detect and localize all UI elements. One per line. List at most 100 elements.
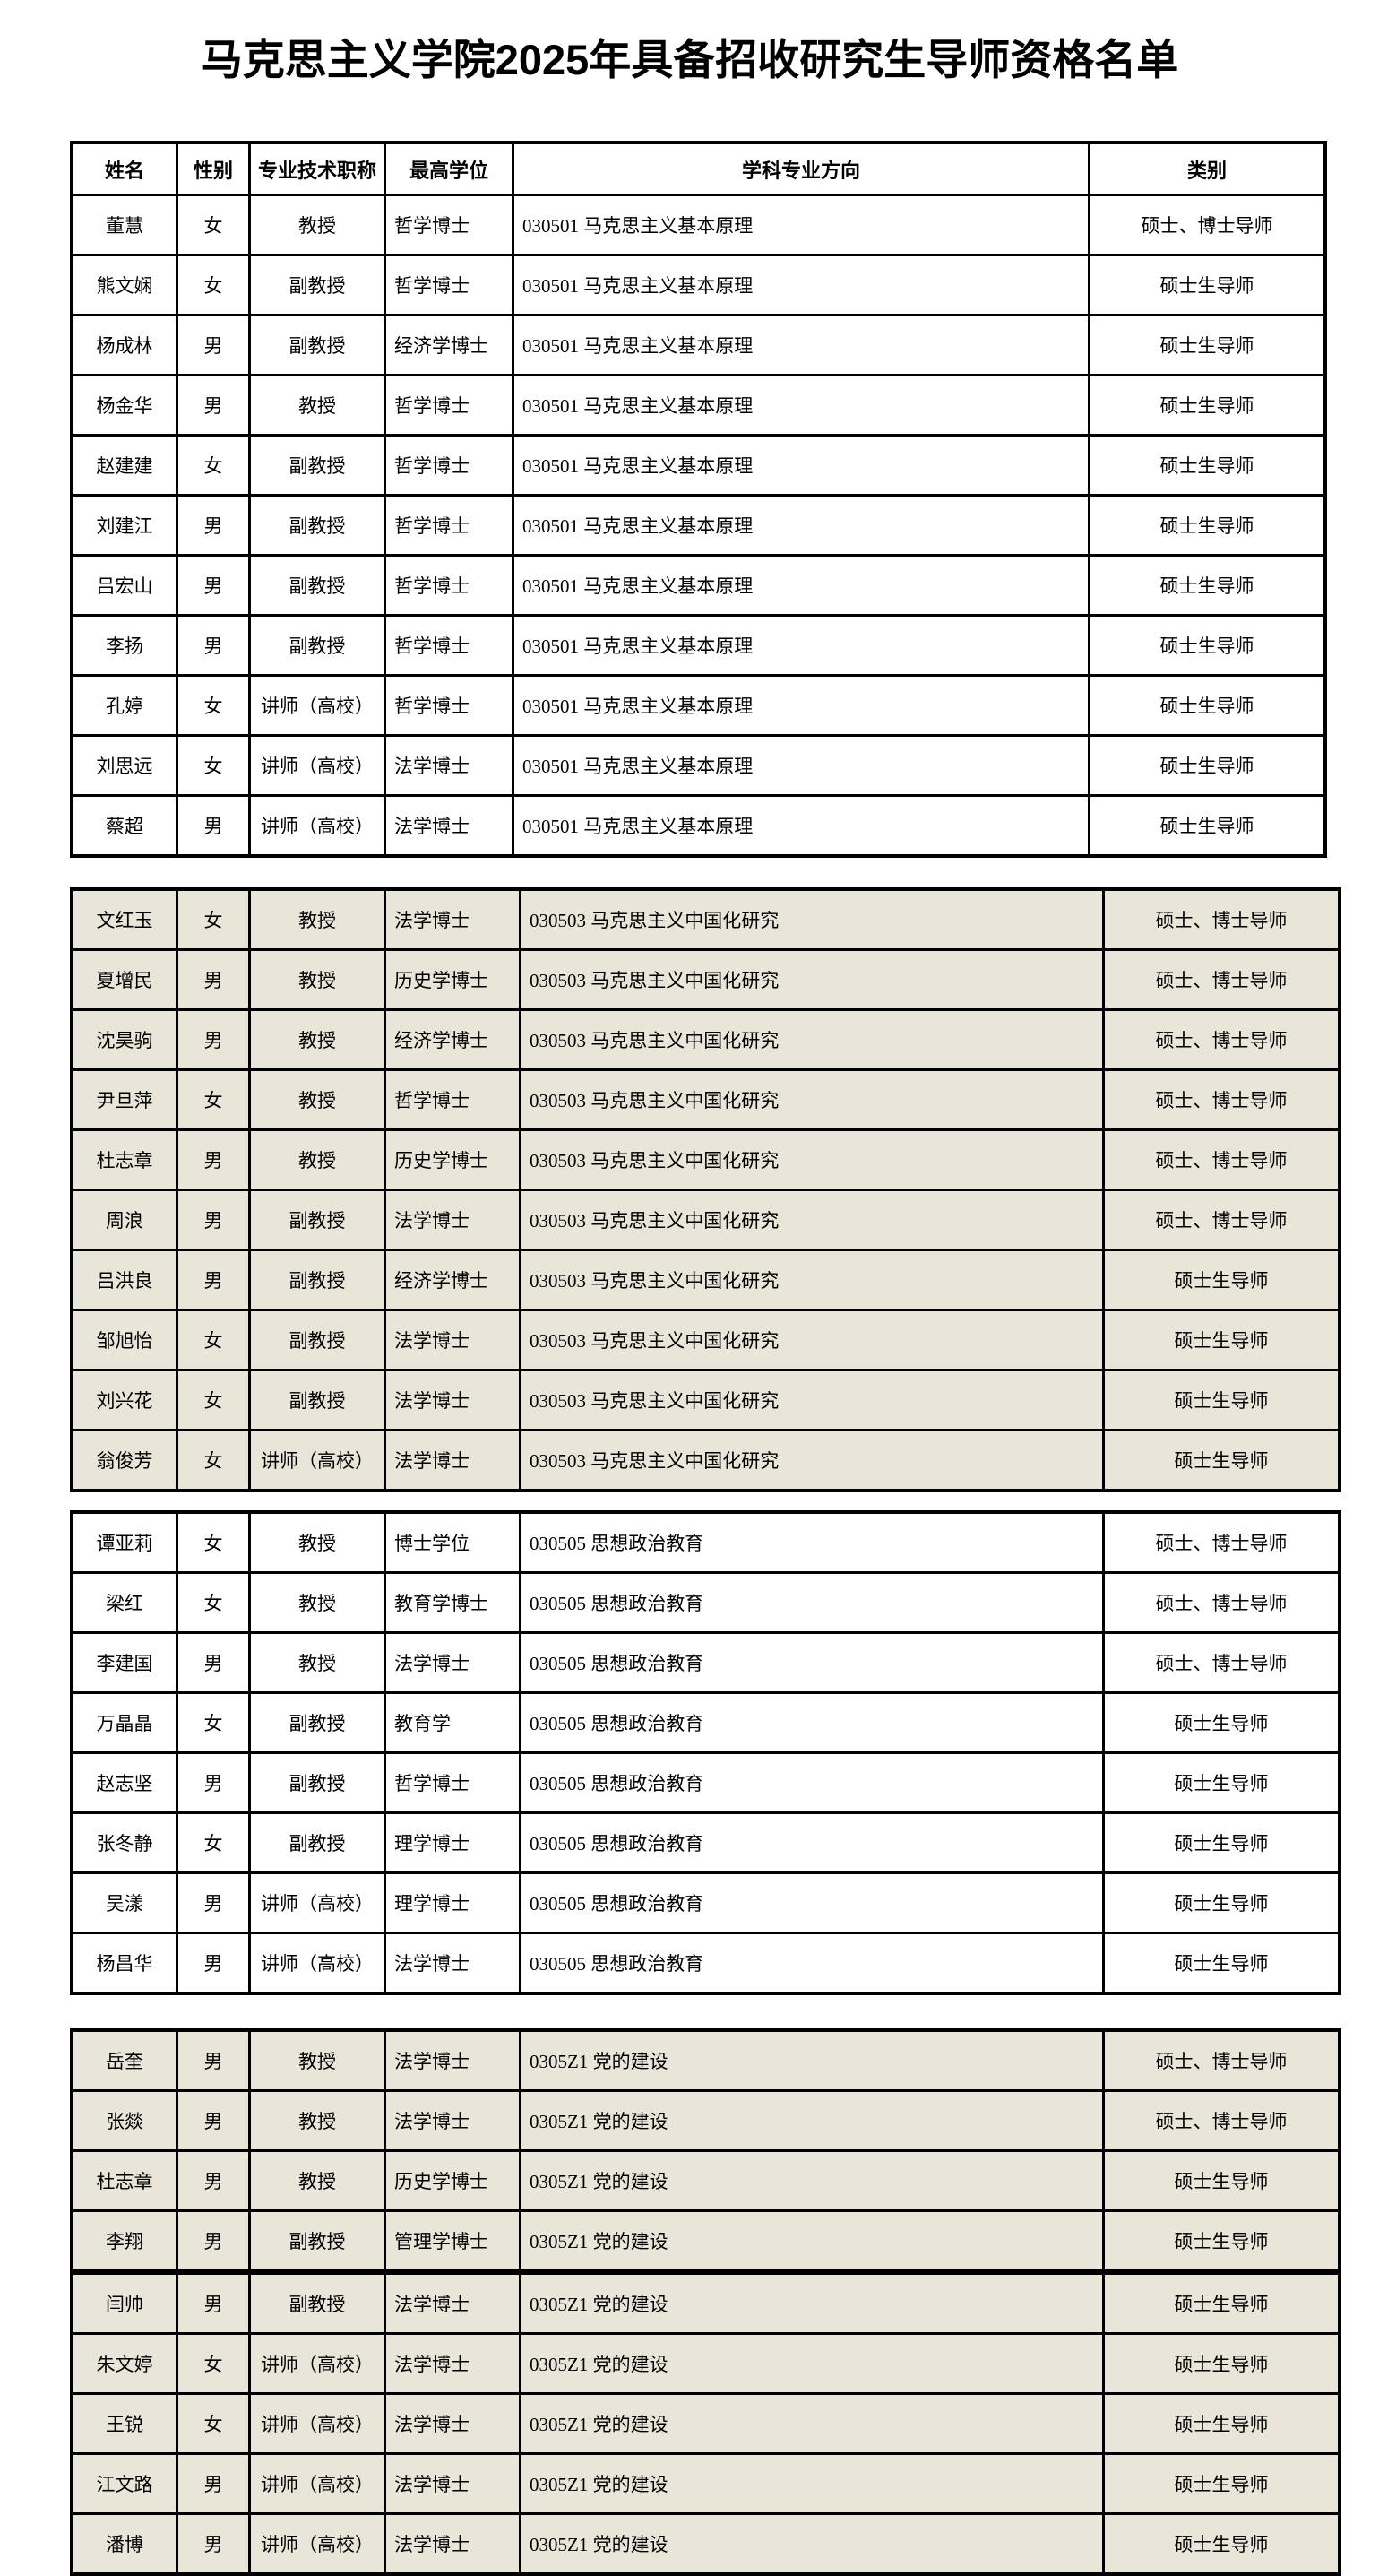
cell-category: 硕士生导师 bbox=[1102, 2332, 1341, 2395]
cell-major: 030501 马克思主义基本原理 bbox=[512, 614, 1090, 677]
cell-category: 硕士生导师 bbox=[1088, 554, 1327, 617]
cell-degree: 哲学博士 bbox=[384, 194, 514, 256]
cell-title: 副教授 bbox=[248, 1309, 386, 1371]
cell-category: 硕士、博士导师 bbox=[1102, 1068, 1341, 1131]
cell-name: 文红玉 bbox=[70, 887, 178, 951]
document-page: 马克思主义学院2025年具备招收研究生导师资格名单 姓名 性别 专业技术职称 最高学位… bbox=[0, 25, 1379, 2576]
cell-category: 硕士生导师 bbox=[1102, 1932, 1341, 1995]
cell-gender: 女 bbox=[176, 1068, 251, 1131]
cell-major: 030503 马克思主义中国化研究 bbox=[519, 887, 1105, 951]
cell-major: 030503 马克思主义中国化研究 bbox=[519, 1068, 1105, 1131]
cell-category: 硕士生导师 bbox=[1102, 1871, 1341, 1934]
cell-degree: 哲学博士 bbox=[384, 554, 514, 617]
cell-category: 硕士生导师 bbox=[1102, 1429, 1341, 1492]
cell-gender: 男 bbox=[176, 1751, 251, 1814]
cell-title: 教授 bbox=[248, 2149, 386, 2212]
cell-category: 硕士、博士导师 bbox=[1102, 1571, 1341, 1634]
table-row: 董慧女教授 哲学博士 030501 马克思主义基本原理 硕士、博士导师 bbox=[70, 194, 1327, 256]
cell-title: 讲师（高校） bbox=[248, 1871, 386, 1934]
cell-title: 副教授 bbox=[248, 554, 386, 617]
cell-degree: 理学博士 bbox=[384, 1871, 521, 1934]
cell-degree: 经济学博士 bbox=[384, 1008, 521, 1071]
cell-gender: 男 bbox=[176, 614, 251, 677]
table-row: 周浪男副教授 法学博士 030503 马克思主义中国化研究 硕士、博士导师 bbox=[70, 1189, 1341, 1251]
cell-gender: 女 bbox=[176, 734, 251, 797]
cell-major: 030501 马克思主义基本原理 bbox=[512, 254, 1090, 316]
cell-title: 副教授 bbox=[248, 1189, 386, 1251]
cell-name: 杨金华 bbox=[70, 374, 178, 437]
cell-name: 蔡超 bbox=[70, 794, 178, 858]
table-row: 张燚男教授 法学博士 0305Z1 党的建设 硕士、博士导师 bbox=[70, 2089, 1341, 2152]
cell-title: 教授 bbox=[248, 2028, 386, 2092]
cell-major: 030503 马克思主义中国化研究 bbox=[519, 1309, 1105, 1371]
cell-title: 讲师（高校） bbox=[248, 1932, 386, 1995]
cell-major: 030503 马克思主义中国化研究 bbox=[519, 1249, 1105, 1311]
cell-category: 硕士、博士导师 bbox=[1102, 1008, 1341, 1071]
cell-category: 硕士生导师 bbox=[1088, 494, 1327, 557]
cell-title: 副教授 bbox=[248, 1691, 386, 1754]
table-row: 梁红女教授 教育学博士 030505 思想政治教育 硕士、博士导师 bbox=[70, 1571, 1341, 1634]
table-row: 蔡超男讲师（高校） 法学博士 030501 马克思主义基本原理 硕士生导师 bbox=[70, 794, 1327, 858]
column-header-title: 专业技术职称 bbox=[248, 141, 386, 196]
cell-degree: 哲学博士 bbox=[384, 674, 514, 737]
cell-gender: 男 bbox=[176, 494, 251, 557]
cell-title: 副教授 bbox=[248, 314, 386, 376]
cell-title: 副教授 bbox=[248, 1369, 386, 1431]
cell-category: 硕士生导师 bbox=[1102, 1811, 1341, 1874]
cell-category: 硕士生导师 bbox=[1102, 2209, 1341, 2274]
cell-name: 梁红 bbox=[70, 1571, 178, 1634]
cell-category: 硕士生导师 bbox=[1088, 674, 1327, 737]
cell-category: 硕士生导师 bbox=[1102, 2392, 1341, 2455]
cell-category: 硕士、博士导师 bbox=[1102, 2089, 1341, 2152]
cell-category: 硕士生导师 bbox=[1088, 614, 1327, 677]
cell-category: 硕士生导师 bbox=[1102, 1691, 1341, 1754]
cell-degree: 历史学博士 bbox=[384, 1128, 521, 1191]
table-row: 岳奎男教授 法学博士 0305Z1 党的建设 硕士、博士导师 bbox=[70, 2028, 1341, 2092]
cell-major: 030503 马克思主义中国化研究 bbox=[519, 1008, 1105, 1071]
supervisor-tables: 姓名 性别 专业技术职称 最高学位 学科专业方向 类别 董慧女教授 哲学博士 030501 马克… bbox=[70, 141, 1379, 2576]
cell-degree: 法学博士 bbox=[384, 734, 514, 797]
table-row: 杨金华男教授 哲学博士 030501 马克思主义基本原理 硕士生导师 bbox=[70, 374, 1327, 437]
table-row: 刘兴花女副教授 法学博士 030503 马克思主义中国化研究 硕士生导师 bbox=[70, 1369, 1341, 1431]
cell-gender: 男 bbox=[176, 1128, 251, 1191]
table-row: 吕宏山男副教授 哲学博士 030501 马克思主义基本原理 硕士生导师 bbox=[70, 554, 1327, 617]
cell-category: 硕士生导师 bbox=[1102, 2269, 1341, 2335]
cell-title: 教授 bbox=[248, 1571, 386, 1634]
faculty-table-section-2: 文红玉女教授 法学博士 030503 马克思主义中国化研究 硕士、博士导师 夏增民男教授… bbox=[70, 887, 1341, 1492]
cell-degree: 管理学博士 bbox=[384, 2209, 521, 2274]
cell-title: 副教授 bbox=[248, 434, 386, 497]
cell-major: 0305Z1 党的建设 bbox=[519, 2209, 1105, 2274]
cell-degree: 哲学博士 bbox=[384, 1068, 521, 1131]
table-row: 孔婷女讲师（高校） 哲学博士 030501 马克思主义基本原理 硕士生导师 bbox=[70, 674, 1327, 737]
cell-gender: 女 bbox=[176, 1309, 251, 1371]
cell-title: 副教授 bbox=[248, 1249, 386, 1311]
cell-degree: 法学博士 bbox=[384, 887, 521, 951]
table-row: 赵志坚男副教授 哲学博士 030505 思想政治教育 硕士生导师 bbox=[70, 1751, 1341, 1814]
cell-title: 教授 bbox=[248, 1068, 386, 1131]
cell-degree: 法学博士 bbox=[384, 2332, 521, 2395]
cell-name: 赵志坚 bbox=[70, 1751, 178, 1814]
cell-major: 030501 马克思主义基本原理 bbox=[512, 734, 1090, 797]
header-row: 姓名 性别 专业技术职称 最高学位 学科专业方向 类别 bbox=[70, 141, 1327, 196]
table-row: 李建国男教授 法学博士 030505 思想政治教育 硕士、博士导师 bbox=[70, 1631, 1341, 1694]
table-row: 熊文娴女副教授 哲学博士 030501 马克思主义基本原理 硕士生导师 bbox=[70, 254, 1327, 316]
column-header-category: 类别 bbox=[1088, 141, 1327, 196]
cell-gender: 男 bbox=[176, 374, 251, 437]
cell-name: 岳奎 bbox=[70, 2028, 178, 2092]
cell-gender: 男 bbox=[176, 1871, 251, 1934]
cell-name: 李翔 bbox=[70, 2209, 178, 2274]
cell-name: 杜志章 bbox=[70, 1128, 178, 1191]
cell-gender: 女 bbox=[176, 254, 251, 316]
cell-category: 硕士、博士导师 bbox=[1102, 2028, 1341, 2092]
cell-category: 硕士生导师 bbox=[1102, 2452, 1341, 2515]
table-row: 潘博男讲师（高校） 法学博士 0305Z1 党的建设 硕士生导师 bbox=[70, 2512, 1341, 2576]
cell-major: 030505 思想政治教育 bbox=[519, 1932, 1105, 1995]
cell-name: 李扬 bbox=[70, 614, 178, 677]
cell-degree: 法学博士 bbox=[384, 2089, 521, 2152]
cell-title: 副教授 bbox=[248, 1811, 386, 1874]
cell-gender: 男 bbox=[176, 2452, 251, 2515]
table-row: 夏增民男教授 历史学博士 030503 马克思主义中国化研究 硕士、博士导师 bbox=[70, 948, 1341, 1011]
cell-name: 李建国 bbox=[70, 1631, 178, 1694]
cell-gender: 男 bbox=[176, 2089, 251, 2152]
cell-gender: 女 bbox=[176, 2332, 251, 2395]
